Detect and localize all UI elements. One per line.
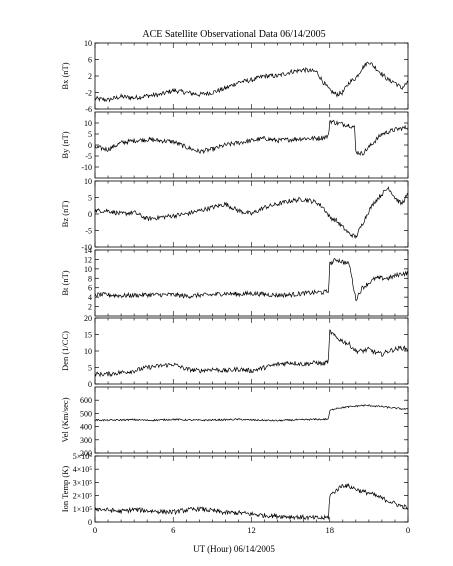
panel-7: 5×10⁵ 4×10⁵ 3×10⁵ 2×10⁵ 1×10⁵ 0 Ion Temp (K) bbox=[60, 452, 409, 527]
x-tick-label: 6 bbox=[171, 525, 175, 535]
data-series-line bbox=[94, 329, 409, 378]
y-tick-label: -6 bbox=[85, 105, 92, 114]
figure-title: ACE Satellite Observational Data 06/14/2… bbox=[142, 29, 325, 40]
y-axis-label: Bt (nT) bbox=[60, 270, 70, 295]
y-tick-label: -5 bbox=[85, 227, 92, 236]
panel-2: 10 5 0 -5 -10 By (nT) bbox=[60, 111, 409, 179]
y-tick-label: 5 bbox=[88, 130, 92, 139]
y-axis-label: Bz (nT) bbox=[60, 200, 70, 227]
y-tick-label: 200 bbox=[80, 449, 92, 458]
y-tick-label: -2 bbox=[85, 89, 92, 98]
x-tick-label: 0 bbox=[93, 525, 97, 535]
panel-frame bbox=[94, 455, 409, 523]
y-tick-label: 15 bbox=[84, 331, 92, 340]
y-tick-label: 1×10⁵ bbox=[73, 505, 93, 514]
y-tick-label: 10 bbox=[84, 347, 92, 356]
y-tick-label: 2 bbox=[88, 303, 92, 312]
y-tick-label: 5 bbox=[88, 194, 92, 203]
y-axis-label: Ion Temp (K) bbox=[60, 466, 70, 513]
y-tick-label: 4×10⁵ bbox=[73, 465, 93, 474]
y-axis-label: Den (1/CC) bbox=[60, 331, 70, 371]
y-tick-label: 20 bbox=[84, 314, 92, 323]
y-tick-label: -5 bbox=[85, 152, 92, 161]
panel-frame bbox=[94, 249, 409, 317]
y-tick-label: 2×10⁵ bbox=[73, 492, 93, 501]
panel-frame bbox=[94, 317, 409, 385]
x-axis-label: UT (Hour) 06/14/2005 bbox=[193, 544, 275, 554]
data-series-line bbox=[94, 257, 409, 301]
y-tick-label: -10 bbox=[81, 163, 92, 172]
y-axis-label: By (nT) bbox=[60, 131, 70, 158]
y-tick-label: 0 bbox=[88, 210, 92, 219]
panel-frame bbox=[94, 42, 409, 110]
data-series-line bbox=[94, 119, 409, 156]
y-tick-label: 4 bbox=[88, 293, 92, 302]
panel-5: 20 15 10 5 0 Den (1/CC) bbox=[60, 314, 409, 389]
y-tick-label: 10 bbox=[84, 177, 92, 186]
x-tick-label: 18 bbox=[326, 525, 335, 535]
panel-1: 10 6 2 -2 -6 Bx (nT) bbox=[60, 39, 409, 114]
y-tick-label: -10 bbox=[81, 243, 92, 252]
panel-frame bbox=[94, 111, 409, 179]
y-tick-label: 10 bbox=[84, 265, 92, 274]
panels-container: 10 6 2 -2 -6 Bx (nT) 10 5 0 -5 -10 By (nT) 10 5 0 -5 -10… bbox=[60, 39, 410, 535]
y-axis-label: Bx (nT) bbox=[60, 62, 70, 89]
y-tick-label: 12 bbox=[84, 255, 92, 264]
y-tick-label: 2 bbox=[88, 72, 92, 81]
y-tick-label: 600 bbox=[80, 396, 92, 405]
y-tick-label: 6 bbox=[88, 284, 92, 293]
panel-6: 600 500 400 300 200 Vel (Km/sec) bbox=[60, 386, 409, 458]
y-tick-label: 0 bbox=[88, 518, 92, 527]
data-series-line bbox=[94, 404, 409, 422]
y-tick-label: 8 bbox=[88, 274, 92, 283]
data-series-line bbox=[94, 186, 409, 240]
y-tick-label: 5×10⁵ bbox=[73, 452, 93, 461]
x-tick-label: 12 bbox=[247, 525, 256, 535]
y-tick-label: 10 bbox=[84, 39, 92, 48]
panel-3: 10 5 0 -5 -10 Bz (nT) bbox=[60, 177, 409, 252]
data-series-line bbox=[94, 61, 409, 103]
y-tick-label: 0 bbox=[88, 380, 92, 389]
y-tick-label: 300 bbox=[80, 436, 92, 445]
y-tick-label: 5 bbox=[88, 364, 92, 373]
y-tick-label: 10 bbox=[84, 119, 92, 128]
y-tick-label: 0 bbox=[88, 141, 92, 150]
x-tick-label: 0 bbox=[406, 525, 410, 535]
y-tick-label: 3×10⁵ bbox=[73, 478, 93, 487]
data-series-line bbox=[94, 482, 409, 521]
y-axis-label: Vel (Km/sec) bbox=[60, 397, 70, 442]
y-tick-label: 400 bbox=[80, 423, 92, 432]
y-tick-label: 6 bbox=[88, 56, 92, 65]
y-tick-label: 500 bbox=[80, 409, 92, 418]
y-tick-label: 14 bbox=[84, 246, 92, 255]
